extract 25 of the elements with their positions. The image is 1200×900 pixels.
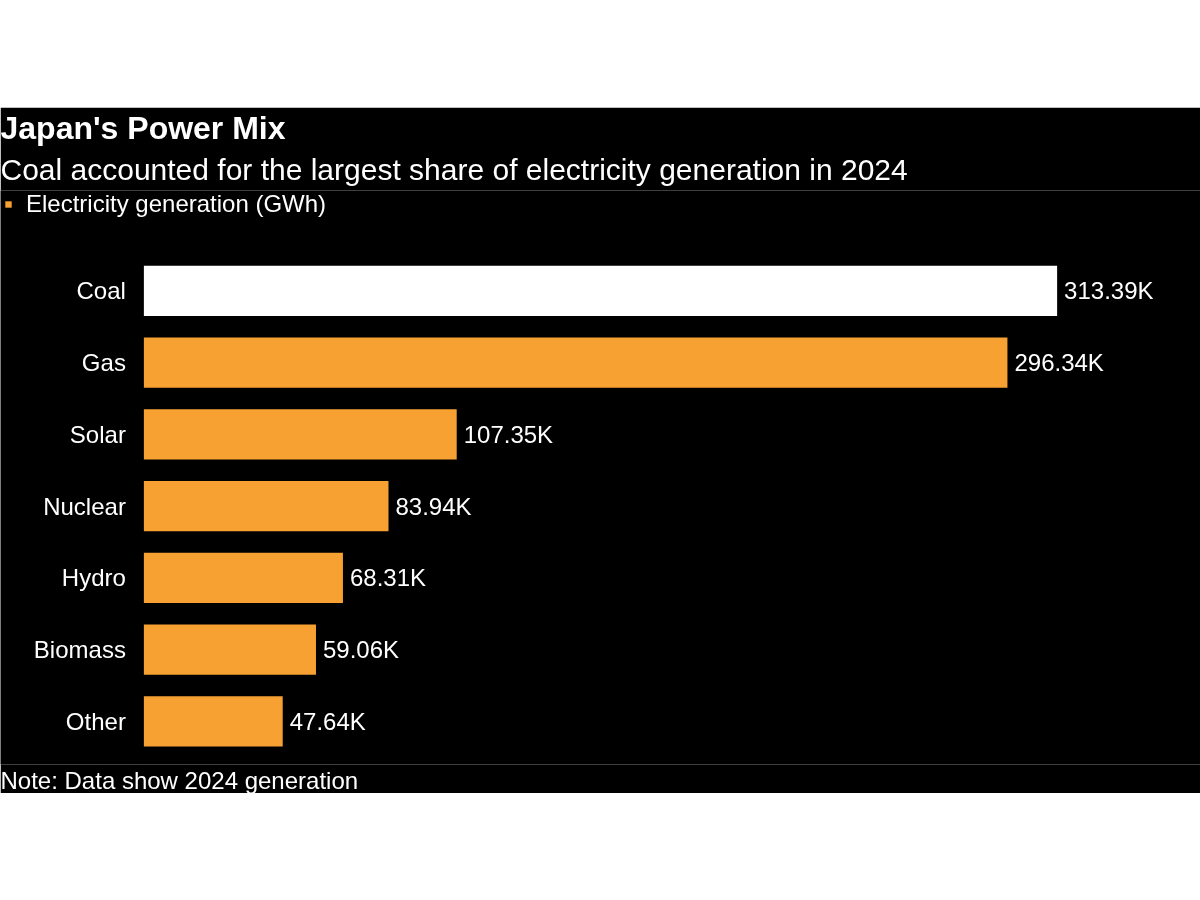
bar [143,481,389,532]
bar [143,265,1058,317]
text: Note: Data show 2024 generation [0,766,359,794]
data-label: 313.39K [1064,277,1154,305]
y-tick-label: Other [65,707,126,735]
y-tick-label: Coal [76,277,126,305]
y-tick-label: Hydro [61,564,126,592]
y-tick-label: Nuclear [43,492,126,520]
y-tick-label: Gas [81,349,126,377]
bar [143,624,316,675]
chart-subtitle: Coal accounted for the largest share of electricity generation in 2024 [0,152,908,186]
bar [143,337,1008,388]
data-label: 68.31K [349,564,427,592]
data-label: 107.35K [463,420,554,448]
bar [143,552,343,604]
legend-label: Electricity generation (GWh) [26,190,327,218]
data-label: 296.34K [1014,349,1104,377]
data-label: 59.06K [322,636,400,664]
bar [143,409,457,460]
data-label: 47.64K [289,707,366,735]
chart-title: Japan's Power Mix [0,109,286,146]
y-tick-label: Solar [69,420,126,448]
bar [143,696,283,747]
y-tick-label: Biomass [33,636,126,664]
data-label: 83.94K [395,492,472,520]
